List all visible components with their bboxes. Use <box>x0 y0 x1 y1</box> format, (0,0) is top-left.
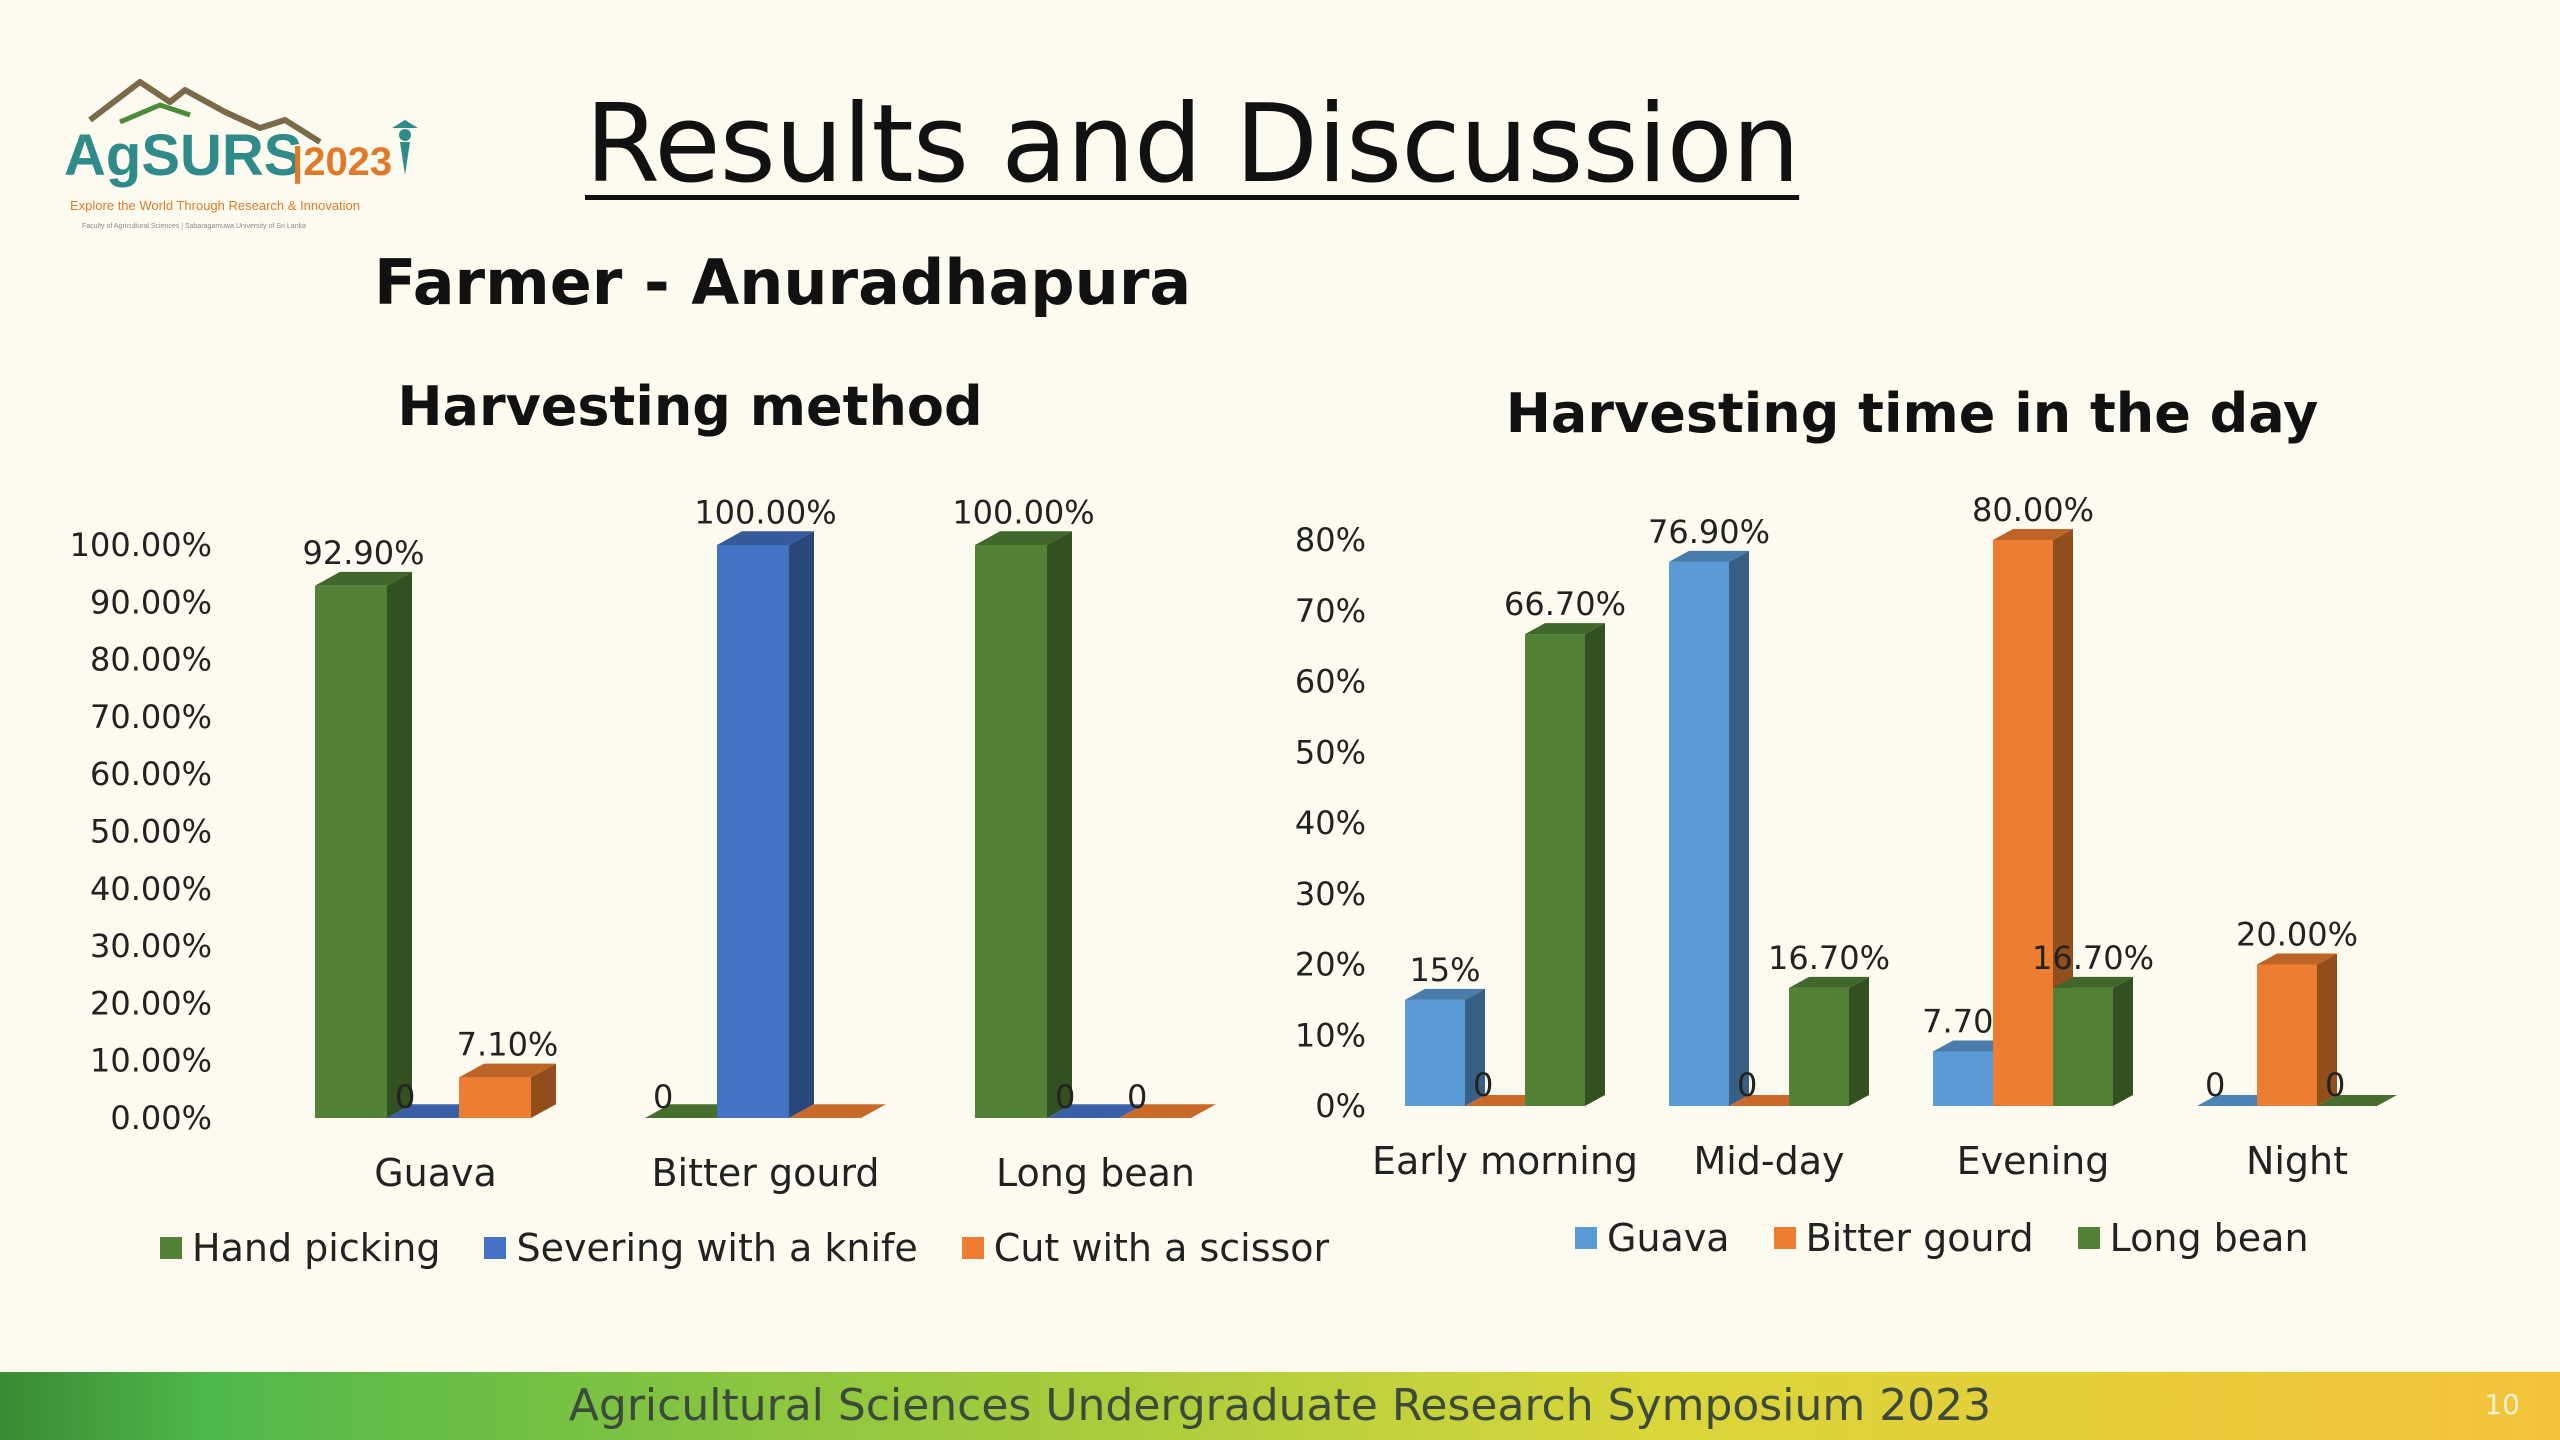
legend-label: Guava <box>1607 1216 1730 1260</box>
y-tick-label: 10% <box>1295 1016 1366 1054</box>
x-tick-label: Early morning <box>1372 1139 1638 1183</box>
harvesting-method-legend: Hand picking Severing with a knife Cut wit… <box>160 1226 1329 1270</box>
data-label: 16.70% <box>2032 939 2154 977</box>
harvesting-time-chart: Harvesting time in the day 0% 10% 20% 30% 40%… <box>1295 382 2397 1183</box>
agsurs-logo: AgSURS |2023 Explore the World Through R… <box>60 50 430 240</box>
y-tick-label: 40.00% <box>90 870 212 908</box>
legend-item-hand-picking: Hand picking <box>160 1226 440 1270</box>
data-label: 100.00% <box>952 493 1094 531</box>
y-tick-label: 80.00% <box>90 641 212 679</box>
bar-long-bean-early-morning <box>1525 623 1605 1106</box>
data-label: 0 <box>1473 1066 1493 1104</box>
x-tick-label: Guava <box>374 1151 497 1195</box>
data-label: 0 <box>2205 1066 2225 1104</box>
legend-swatch <box>484 1237 507 1259</box>
bar-hand-picking-guava <box>315 571 412 1118</box>
legend-label: Hand picking <box>192 1226 441 1270</box>
legend-swatch <box>1575 1227 1597 1249</box>
y-tick-label: 0% <box>1315 1087 1366 1125</box>
footer-text: Agricultural Sciences Undergraduate Rese… <box>568 1380 1992 1431</box>
footer-bar: Agricultural Sciences Undergraduate Rese… <box>0 1372 2560 1440</box>
data-label: 0 <box>1055 1078 1075 1116</box>
x-tick-label: Evening <box>1957 1139 2110 1183</box>
bar-hand-picking-long-bean <box>975 531 1072 1118</box>
data-label: 0 <box>1737 1066 1757 1104</box>
data-label: 0 <box>1127 1078 1147 1116</box>
y-tick-label: 70% <box>1295 592 1366 630</box>
bar-guava-early-morning <box>1405 988 1485 1106</box>
logo-year: |2023 <box>292 140 392 184</box>
data-label: 0 <box>2325 1066 2345 1104</box>
chart-title: Harvesting method <box>397 375 982 438</box>
data-label: 100.00% <box>694 493 836 531</box>
data-label: 20.00% <box>2236 916 2358 954</box>
logo-name: AgSURS <box>64 123 302 188</box>
legend-swatch <box>2077 1227 2100 1249</box>
logo-subline: Faculty of Agricultural Sciences | Sabar… <box>82 223 306 230</box>
legend-label: Bitter gourd <box>1805 1216 2034 1260</box>
data-label: 76.90% <box>1648 513 1770 551</box>
y-tick-label: 20.00% <box>90 984 212 1022</box>
bar-severing-with-a-knife-bitter-gourd <box>717 531 814 1118</box>
y-tick-label: 50.00% <box>90 813 212 851</box>
bar-long-bean-mid-day <box>1789 976 1869 1106</box>
legend-item-bitter-gourd: Bitter gourd <box>1773 1216 2034 1260</box>
y-tick-label: 30% <box>1295 875 1366 913</box>
x-tick-label: Mid-day <box>1693 1139 1844 1183</box>
y-tick-label: 50% <box>1295 733 1366 771</box>
y-tick-label: 60.00% <box>90 755 212 793</box>
logo-tagline: Explore the World Through Research & Inn… <box>70 198 360 213</box>
harvesting-method-chart: Harvesting method 0.00% 10.00% 20.00% 30.00%… <box>70 375 1216 1195</box>
bar-cut-with-a-scissor-bitter-gourd <box>789 1104 886 1118</box>
y-tick-label: 30.00% <box>90 927 212 965</box>
y-tick-label: 20% <box>1295 946 1366 984</box>
y-tick-label: 80% <box>1295 521 1366 559</box>
data-label: 0 <box>395 1078 415 1116</box>
legend-swatch <box>1773 1227 1796 1249</box>
legend-item-severing-with-a-knife: Severing with a knife <box>484 1226 918 1270</box>
data-label: 7.10% <box>457 1026 559 1064</box>
legend-label: Cut with a scissor <box>993 1226 1330 1270</box>
bar-cut-with-a-scissor-guava <box>459 1063 556 1118</box>
legend-item-cut-with-a-scissor: Cut with a scissor <box>961 1226 1330 1270</box>
x-tick-label: Bitter gourd <box>651 1151 879 1195</box>
y-tick-label: 40% <box>1295 804 1366 842</box>
y-tick-label: 10.00% <box>90 1042 212 1080</box>
bar-severing-with-a-knife-long-bean <box>1047 1104 1144 1118</box>
page-number: 10 <box>2484 1388 2520 1421</box>
legend-item-long-bean: Long bean <box>2077 1216 2309 1260</box>
data-label: 92.90% <box>302 534 424 572</box>
legend-swatch <box>961 1237 984 1259</box>
bar-cut-with-a-scissor-long-bean <box>1119 1104 1216 1118</box>
data-label: 15% <box>1409 951 1480 989</box>
y-tick-label: 0.00% <box>110 1099 212 1137</box>
bar-bitter-gourd-night <box>2257 953 2337 1106</box>
legend-item-guava: Guava <box>1575 1216 1730 1260</box>
data-label: 66.70% <box>1504 585 1626 623</box>
slide-title: Results and Discussion <box>585 82 1800 207</box>
legend-swatch <box>160 1237 182 1259</box>
harvesting-time-legend: Guava Bitter gourd Long bean <box>1575 1216 2309 1260</box>
x-tick-label: Night <box>2246 1139 2348 1183</box>
bar-long-bean-evening <box>2053 976 2133 1106</box>
y-tick-label: 70.00% <box>90 698 212 736</box>
y-tick-label: 100.00% <box>70 526 212 564</box>
x-tick-label: Long bean <box>996 1151 1195 1195</box>
chart-title: Harvesting time in the day <box>1506 382 2319 445</box>
bar-long-bean-night <box>2317 1095 2397 1106</box>
slide-subtitle: Farmer - Anuradhapura <box>374 246 1192 319</box>
legend-label: Long bean <box>2109 1216 2309 1260</box>
data-label: 0 <box>653 1078 673 1116</box>
bar-bitter-gourd-evening <box>1993 529 2073 1106</box>
data-label: 80.00% <box>1972 491 2094 529</box>
data-label: 16.70% <box>1768 939 1890 977</box>
y-tick-label: 90.00% <box>90 583 212 621</box>
bar-guava-mid-day <box>1669 550 1749 1106</box>
legend-label: Severing with a knife <box>516 1226 918 1270</box>
y-tick-label: 60% <box>1295 663 1366 701</box>
